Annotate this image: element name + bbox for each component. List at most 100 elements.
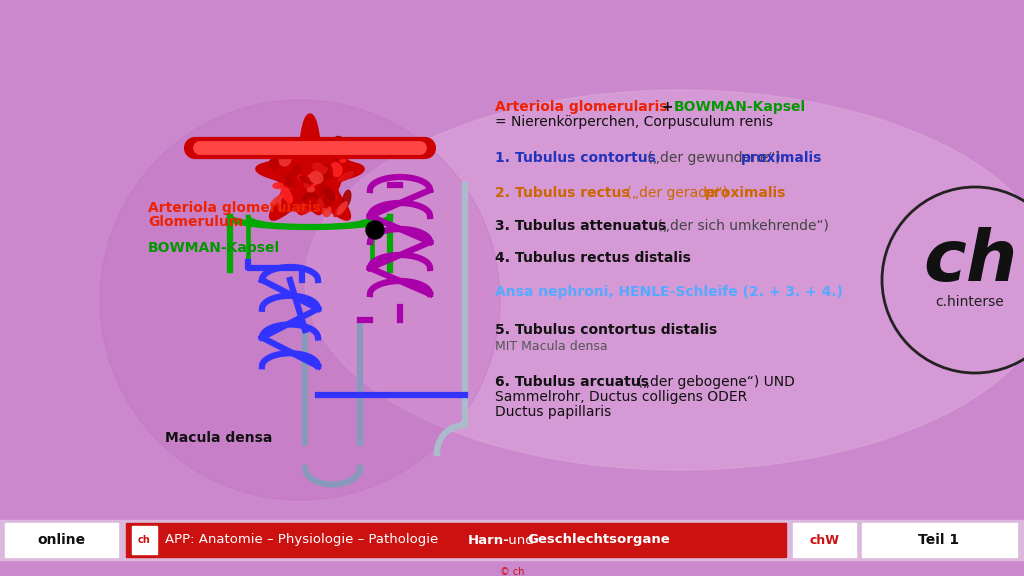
Text: ch: ch xyxy=(137,535,151,545)
Ellipse shape xyxy=(322,199,329,208)
Ellipse shape xyxy=(279,199,289,213)
Bar xyxy=(862,523,1017,557)
Ellipse shape xyxy=(313,179,323,196)
Ellipse shape xyxy=(278,164,288,180)
Ellipse shape xyxy=(280,153,289,161)
Text: Macula densa: Macula densa xyxy=(165,431,272,445)
Text: c.hinterse: c.hinterse xyxy=(936,295,1005,309)
Text: („der gerade“): („der gerade“) xyxy=(622,186,732,200)
Ellipse shape xyxy=(335,137,346,147)
Text: Sammelrohr, Ductus colligens ODER: Sammelrohr, Ductus colligens ODER xyxy=(495,390,748,404)
Bar xyxy=(132,526,157,554)
Circle shape xyxy=(366,221,384,239)
Ellipse shape xyxy=(306,198,317,210)
Ellipse shape xyxy=(313,167,328,177)
Text: APP: Anatomie – Physiologie – Pathologie: APP: Anatomie – Physiologie – Pathologie xyxy=(165,533,442,547)
Ellipse shape xyxy=(269,159,278,170)
Ellipse shape xyxy=(280,154,291,166)
Bar xyxy=(0,520,1024,560)
Ellipse shape xyxy=(292,164,300,176)
Ellipse shape xyxy=(309,172,323,184)
Ellipse shape xyxy=(314,184,327,195)
Text: ch: ch xyxy=(923,228,1017,297)
Text: („der gewundene“): („der gewundene“) xyxy=(643,151,785,165)
Bar xyxy=(126,523,786,557)
Ellipse shape xyxy=(300,176,313,184)
Ellipse shape xyxy=(289,148,301,164)
Ellipse shape xyxy=(323,197,332,206)
Text: = Nierenkörperchen, Corpusculum renis: = Nierenkörperchen, Corpusculum renis xyxy=(495,115,773,129)
Ellipse shape xyxy=(334,203,345,217)
Ellipse shape xyxy=(313,199,324,210)
Ellipse shape xyxy=(284,150,291,167)
Ellipse shape xyxy=(307,187,314,192)
Text: MIT Macula densa: MIT Macula densa xyxy=(495,339,607,353)
Ellipse shape xyxy=(340,147,347,163)
Ellipse shape xyxy=(280,179,295,186)
Text: +: + xyxy=(657,100,678,114)
Ellipse shape xyxy=(337,202,347,214)
Ellipse shape xyxy=(312,173,329,181)
Ellipse shape xyxy=(312,163,324,172)
Text: („der sich umkehrende“): („der sich umkehrende“) xyxy=(653,219,828,233)
Ellipse shape xyxy=(282,187,293,203)
Text: 1. Tubulus contortus: 1. Tubulus contortus xyxy=(495,151,656,165)
Ellipse shape xyxy=(283,164,291,173)
Ellipse shape xyxy=(324,194,335,202)
Text: Ansa nephroni, HENLE-Schleife (2. + 3. + 4.): Ansa nephroni, HENLE-Schleife (2. + 3. +… xyxy=(495,285,843,299)
Ellipse shape xyxy=(304,181,312,187)
Text: 4. Tubulus rectus distalis: 4. Tubulus rectus distalis xyxy=(495,251,691,265)
Ellipse shape xyxy=(286,174,295,188)
Text: online: online xyxy=(37,533,85,547)
Ellipse shape xyxy=(303,141,310,149)
Text: 5. Tubulus contortus distalis: 5. Tubulus contortus distalis xyxy=(495,323,717,337)
Text: Glomerulum: Glomerulum xyxy=(148,215,243,229)
Ellipse shape xyxy=(273,183,283,188)
Ellipse shape xyxy=(303,194,319,206)
Ellipse shape xyxy=(300,158,309,172)
Text: 2. Tubulus rectus: 2. Tubulus rectus xyxy=(495,186,630,200)
Ellipse shape xyxy=(305,175,317,187)
Ellipse shape xyxy=(305,90,1024,470)
Bar xyxy=(5,523,118,557)
Bar xyxy=(793,523,856,557)
Ellipse shape xyxy=(331,163,342,176)
Ellipse shape xyxy=(291,157,301,168)
Ellipse shape xyxy=(298,175,303,180)
Ellipse shape xyxy=(326,188,335,201)
Ellipse shape xyxy=(100,100,500,500)
Ellipse shape xyxy=(338,172,353,181)
Ellipse shape xyxy=(283,179,294,190)
Ellipse shape xyxy=(323,196,337,204)
Ellipse shape xyxy=(335,164,345,176)
Text: Harn-: Harn- xyxy=(468,533,510,547)
Ellipse shape xyxy=(314,185,324,191)
Ellipse shape xyxy=(270,194,284,205)
Text: chW: chW xyxy=(809,533,839,547)
Ellipse shape xyxy=(319,185,329,195)
Text: 6. Tubulus arcuatus: 6. Tubulus arcuatus xyxy=(495,375,649,389)
Text: Geschlechtsorgane: Geschlechtsorgane xyxy=(527,533,670,547)
Text: proximalis: proximalis xyxy=(705,186,786,200)
Ellipse shape xyxy=(326,165,333,178)
Text: BOWMAN-Kapsel: BOWMAN-Kapsel xyxy=(674,100,806,114)
Ellipse shape xyxy=(298,203,310,214)
Ellipse shape xyxy=(331,151,341,160)
Text: Arteriola glomerularis,: Arteriola glomerularis, xyxy=(148,201,326,215)
Text: Teil 1: Teil 1 xyxy=(919,533,959,547)
Text: Ductus papillaris: Ductus papillaris xyxy=(495,405,611,419)
Text: Arteriola glomerularis: Arteriola glomerularis xyxy=(495,100,668,114)
Ellipse shape xyxy=(342,190,351,207)
Text: und: und xyxy=(504,533,538,547)
Text: proximalis: proximalis xyxy=(741,151,822,165)
Text: BOWMAN-Kapsel: BOWMAN-Kapsel xyxy=(148,241,281,255)
Ellipse shape xyxy=(314,141,326,156)
Ellipse shape xyxy=(297,138,312,150)
Text: („der gebogene“) UND: („der gebogene“) UND xyxy=(633,375,795,389)
Polygon shape xyxy=(256,114,365,220)
Text: © ch: © ch xyxy=(500,567,524,576)
Ellipse shape xyxy=(278,141,283,150)
Ellipse shape xyxy=(282,198,287,215)
Ellipse shape xyxy=(323,205,331,217)
Text: 3. Tubulus attenuatus: 3. Tubulus attenuatus xyxy=(495,219,667,233)
